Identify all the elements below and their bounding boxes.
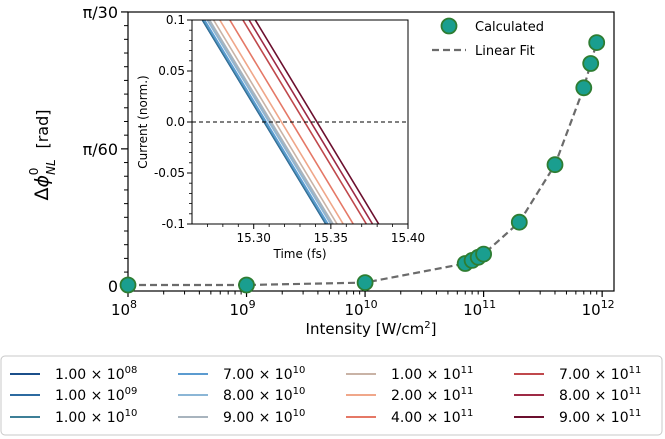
main-legend: Calculated Linear Fit bbox=[432, 17, 544, 59]
bottom-legend-label: 1.00 × 1008 bbox=[55, 365, 137, 383]
inset-x-axis: 15.30 15.35 15.40 bbox=[207, 224, 425, 245]
legend-label-calculated: Calculated bbox=[475, 20, 544, 35]
inset-plot: 15.30 15.35 15.40 0.1 0.05 0.0 -0.05 -0.1 Time… bbox=[136, 13, 425, 261]
bottom-legend: 1.00 × 1008 1.00 × 1009 1.00 × 1010 7.00 × … bbox=[0, 355, 663, 436]
main-x-axis-label: Intensity [W/cm2] bbox=[306, 320, 437, 338]
y-label-phi: ϕ bbox=[31, 175, 53, 188]
bottom-legend-label: 1.00 × 1009 bbox=[55, 386, 137, 404]
calculated-point bbox=[238, 276, 255, 294]
inset-x-tick-label: 15.30 bbox=[237, 231, 271, 245]
bottom-legend-frame bbox=[0, 355, 663, 436]
main-y-tick-label: π/30 bbox=[83, 3, 118, 22]
inset-series-line bbox=[248, 20, 374, 224]
calculated-point bbox=[475, 245, 493, 263]
y-label-sup: 0 bbox=[27, 168, 41, 176]
bottom-legend-items: 1.00 × 1008 1.00 × 1009 1.00 × 1010 7.00 × … bbox=[10, 365, 641, 426]
bottom-legend-label: 8.00 × 1011 bbox=[559, 386, 641, 404]
bottom-legend-label: 2.00 × 1011 bbox=[391, 386, 473, 404]
main-y-tick-label: π/60 bbox=[83, 140, 118, 159]
calculated-point bbox=[510, 213, 528, 231]
inset-y-tick-label: -0.1 bbox=[162, 217, 185, 231]
calculated-point bbox=[588, 34, 606, 51]
main-x-tick-label: 1012 bbox=[582, 298, 615, 319]
bottom-legend-label: 1.00 × 1010 bbox=[55, 408, 137, 426]
main-x-tick-label: 109 bbox=[229, 298, 255, 319]
y-label-unit: [rad] bbox=[33, 110, 52, 154]
main-x-tick-label: 108 bbox=[111, 298, 137, 319]
inset-y-tick-label: -0.05 bbox=[154, 166, 185, 180]
bottom-legend-label: 9.00 × 1010 bbox=[223, 408, 305, 426]
main-series bbox=[119, 34, 606, 294]
inset-x-tick-label: 15.35 bbox=[314, 231, 348, 245]
inset-y-tick-label: 0.1 bbox=[166, 13, 185, 27]
x-label-sup: 2 bbox=[424, 320, 430, 331]
main-plot: 108 109 1010 1011 1012 0 π/60 π/30 Intensity [… bbox=[27, 3, 615, 338]
bottom-legend-label: 7.00 × 1011 bbox=[559, 365, 641, 383]
main-x-axis: 108 109 1010 1011 1012 bbox=[111, 291, 615, 319]
main-x-tick-label: 1010 bbox=[345, 298, 378, 319]
y-label-delta: Δ bbox=[31, 187, 53, 200]
inset-series-line bbox=[212, 20, 338, 224]
bottom-legend-label: 4.00 × 1011 bbox=[391, 408, 473, 426]
inset-series-line bbox=[203, 20, 329, 224]
legend-marker-calculated bbox=[440, 17, 458, 35]
main-x-tick-label: 1011 bbox=[463, 298, 496, 319]
calculated-point bbox=[546, 156, 564, 174]
inset-y-tick-label: 0.0 bbox=[166, 115, 185, 129]
inset-series-line bbox=[219, 20, 344, 224]
bottom-legend-label: 9.00 × 1011 bbox=[559, 408, 641, 426]
calculated-point bbox=[575, 79, 593, 97]
main-y-axis: 0 π/60 π/30 bbox=[83, 3, 128, 296]
bottom-legend-label: 7.00 × 1010 bbox=[223, 365, 305, 383]
main-plot-frame bbox=[127, 11, 615, 292]
main-y-axis-label: ΔϕNL0 [rad] bbox=[27, 110, 58, 201]
y-label-text: ΔϕNL0 [rad] bbox=[27, 110, 58, 201]
inset-x-axis-label: Time (fs) bbox=[272, 247, 326, 261]
calculated-point bbox=[119, 276, 137, 294]
inset-x-tick-label: 15.40 bbox=[391, 231, 425, 245]
calculated-point bbox=[582, 55, 600, 72]
bottom-legend-label: 1.00 × 1011 bbox=[391, 365, 473, 383]
inset-y-tick-label: 0.05 bbox=[158, 64, 185, 78]
x-label-suffix: ] bbox=[431, 320, 437, 338]
inset-y-axis: 0.1 0.05 0.0 -0.05 -0.1 bbox=[154, 13, 192, 231]
inset-y-axis-label: Current (norm.) bbox=[136, 75, 150, 168]
legend-label-linear-fit: Linear Fit bbox=[475, 44, 535, 59]
calculated-point bbox=[356, 274, 374, 292]
inset-series-line bbox=[254, 20, 380, 224]
y-label-sub: NL bbox=[44, 159, 58, 175]
main-y-tick-label: 0 bbox=[108, 277, 118, 296]
bottom-legend-label: 8.00 × 1010 bbox=[223, 386, 305, 404]
x-label-prefix: Intensity [W/cm bbox=[306, 320, 425, 338]
